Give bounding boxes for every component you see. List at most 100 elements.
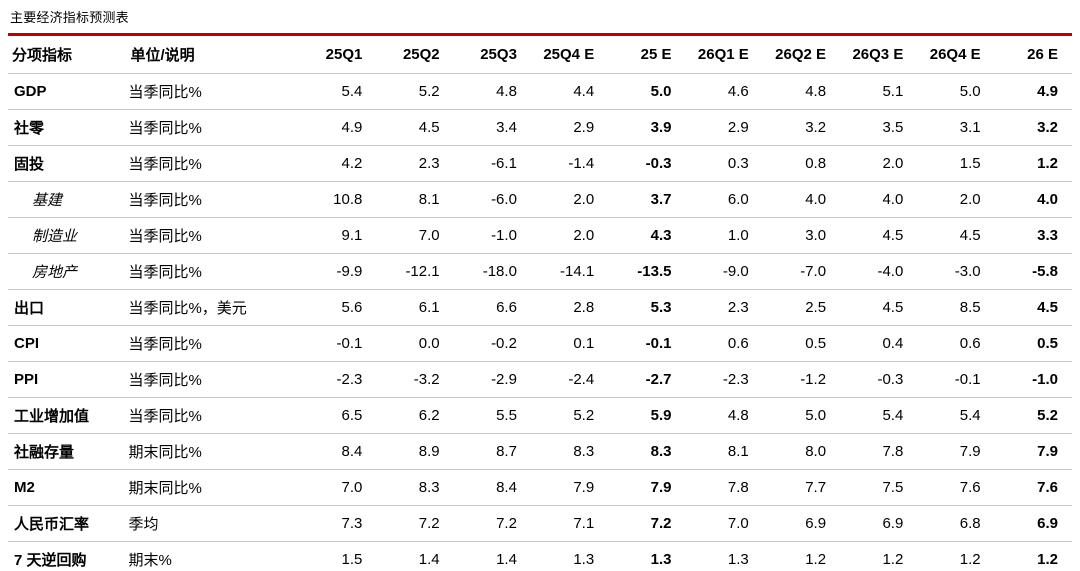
value-cell: 0.8 [762,145,841,182]
value-cell: 3.1 [917,109,995,146]
value-cell: 6.9 [840,505,918,542]
value-cell: 2.0 [917,181,995,218]
indicator-cell: 工业增加值 [8,397,127,434]
table-title: 主要经济指标预测表 [10,10,129,25]
value-cell: -0.3 [840,361,918,398]
value-cell: 1.2 [959,551,981,568]
value-cell: -2.3 [299,361,377,398]
unit-cell: 季均 [126,505,300,542]
value-cell: 7.0 [685,505,763,542]
value-cell: 4.9 [299,109,377,146]
value-cell: 8.0 [762,433,841,470]
value-cell: 5.4 [917,397,995,434]
value-cell: 6.2 [376,397,454,434]
value-cell: -0.3 [608,145,686,182]
indicator-cell: 房地产 [8,253,127,290]
value-cell: 7.6 [917,469,995,506]
value-cell: 5.2 [530,397,609,434]
value-cell: 2.5 [762,289,841,326]
unit-cell: 当季同比% [126,253,300,290]
value-cell: 3.4 [453,109,531,146]
value-cell: 5.0 [762,397,841,434]
value-cell: 2.3 [376,145,454,182]
value-cell: 2.0 [530,217,609,254]
value-cell: 4.0 [994,181,1072,218]
value-cell: 0.3 [685,145,763,182]
unit-cell: 当季同比% [126,73,300,110]
value-cell: -0.2 [453,325,531,362]
unit-cell: 期末% [128,552,172,569]
value-cell: 7.8 [685,469,763,506]
unit-cell: 期末同比% [126,433,300,470]
forecast-table: 分项指标 单位/说明 25Q1 25Q2 25Q3 25Q4 E 25 E 26Q1 E 26Q… [8,33,1072,571]
value-cell: 7.5 [840,469,918,506]
value-cell: 1.2 [805,551,827,568]
value-cell: 7.7 [762,469,841,506]
column-header: 25Q2 [376,34,454,74]
column-header: 分项指标 [8,34,127,74]
value-cell: 4.8 [685,397,763,434]
indicator-cell: 7 天逆回购 [14,552,87,569]
value-cell: 0.0 [376,325,454,362]
value-cell: 1.2 [1037,551,1058,568]
value-cell: 8.3 [376,469,454,506]
indicator-cell: 固投 [8,145,127,182]
value-cell: -1.0 [453,217,531,254]
value-cell: 4.8 [762,73,841,110]
value-cell: -6.1 [453,145,531,182]
value-cell: 6.9 [994,505,1072,542]
value-cell: 6.8 [917,505,995,542]
table-row: 人民币汇率 季均 7.3 7.2 7.2 7.1 7.2 7.0 6.9 6.9 6.8 6.9 [8,505,1072,542]
indicator-cell: 社零 [8,109,127,146]
value-cell: -0.1 [917,361,995,398]
value-cell: 5.3 [608,289,686,326]
indicator-cell: GDP [8,73,127,110]
value-cell: -1.0 [994,361,1072,398]
column-header: 25Q4 E [530,34,609,74]
table-row: 制造业 当季同比% 9.1 7.0 -1.0 2.0 4.3 1.0 3.0 4.5 4.5 3.3 [8,217,1072,254]
value-cell: -5.8 [994,253,1072,290]
value-cell: -2.7 [608,361,686,398]
unit-cell: 期末同比% [126,469,300,506]
indicator-cell: 社融存量 [8,433,127,470]
indicator-cell: M2 [8,469,127,506]
value-cell: -9.0 [685,253,763,290]
unit-cell: 当季同比% [126,397,300,434]
value-cell: 6.9 [762,505,841,542]
value-cell: 8.4 [453,469,531,506]
value-cell: 0.4 [840,325,918,362]
table-row: PPI 当季同比% -2.3 -3.2 -2.9 -2.4 -2.7 -2.3 -1.2 -0.3… [8,361,1072,398]
value-cell: 7.2 [608,505,686,542]
column-header: 26Q2 E [762,34,841,74]
value-cell: 3.2 [762,109,841,146]
value-cell: 8.7 [453,433,531,470]
table-row: GDP 当季同比% 5.4 5.2 4.8 4.4 5.0 4.6 4.8 5.1 5.0 4.9 [8,73,1072,110]
value-cell: 1.5 [341,551,363,568]
indicator-cell: 人民币汇率 [8,505,127,542]
table-row: 出口 当季同比%，美元 5.6 6.1 6.6 2.8 5.3 2.3 2.5 4.5 8.5 4.5 [8,289,1072,326]
value-cell: 4.9 [994,73,1072,110]
value-cell: 5.4 [299,73,377,110]
value-cell: 1.3 [727,551,749,568]
value-cell: 7.9 [608,469,686,506]
value-cell: 4.5 [917,217,995,254]
table-header-row: 分项指标 单位/说明 25Q1 25Q2 25Q3 25Q4 E 25 E 26Q1 E 26Q… [8,34,1072,74]
indicator-cell: CPI [8,325,127,362]
value-cell: 0.5 [762,325,841,362]
value-cell: 2.3 [685,289,763,326]
value-cell: 4.5 [376,109,454,146]
value-cell: 8.4 [299,433,377,470]
value-cell: 2.0 [840,145,918,182]
value-cell: 3.3 [994,217,1072,254]
value-cell: 1.5 [917,145,995,182]
value-cell: 9.1 [299,217,377,254]
table-row: M2 期末同比% 7.0 8.3 8.4 7.9 7.9 7.8 7.7 7.5 7.6 7.6 [8,469,1072,506]
value-cell: 1.3 [573,551,595,568]
value-cell: 4.5 [840,289,918,326]
column-header: 26Q4 E [917,34,995,74]
value-cell: 3.0 [762,217,841,254]
value-cell: 6.5 [299,397,377,434]
value-cell: -0.1 [299,325,377,362]
value-cell: 8.3 [530,433,609,470]
table-row: 基建 当季同比% 10.8 8.1 -6.0 2.0 3.7 6.0 4.0 4.0 2.0 4.0 [8,181,1072,218]
